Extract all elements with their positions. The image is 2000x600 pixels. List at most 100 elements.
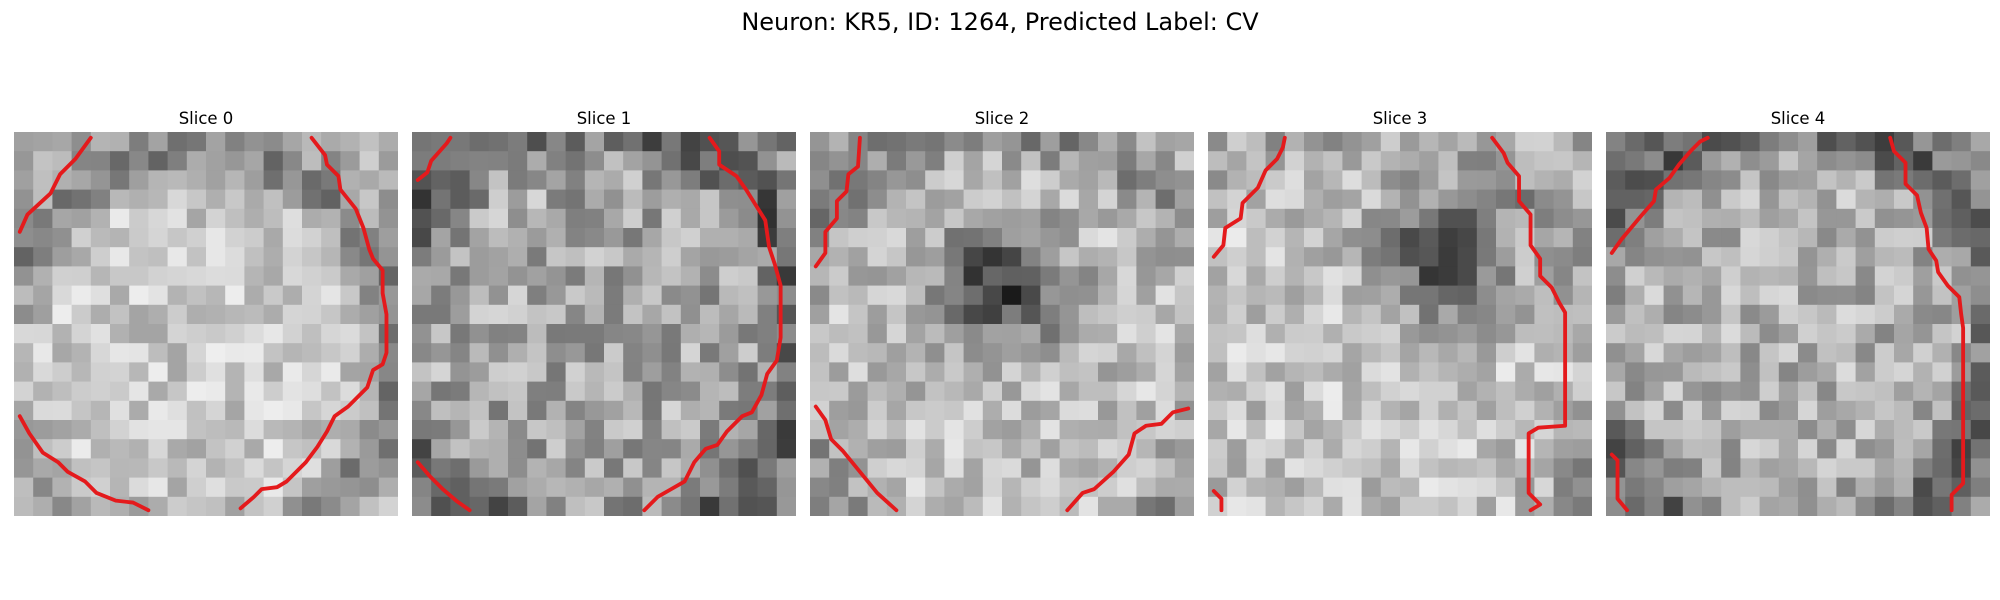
pixel: [1817, 151, 1837, 171]
pixel: [1836, 304, 1856, 325]
pixel: [1059, 381, 1080, 402]
pixel: [1021, 324, 1041, 344]
pixel: [829, 458, 849, 478]
pixel: [963, 420, 984, 440]
pixel: [186, 208, 207, 229]
pixel: [488, 132, 509, 152]
pixel: [1644, 228, 1664, 248]
pixel: [378, 228, 398, 248]
pixel: [810, 170, 830, 190]
pixel: [1323, 439, 1343, 459]
pixel: [1534, 228, 1554, 248]
pixel: [527, 381, 547, 402]
pixel: [1040, 343, 1060, 363]
pixel: [757, 132, 778, 152]
pixel: [206, 362, 226, 382]
pixel: [982, 132, 1003, 152]
pixel: [1970, 247, 1990, 267]
pixel: [680, 324, 701, 344]
pixel: [1572, 247, 1592, 267]
pixel: [776, 477, 796, 498]
pixel: [1117, 189, 1137, 210]
pixel: [508, 170, 528, 190]
pixel: [1342, 439, 1362, 459]
pixel: [488, 228, 509, 248]
pixel: [450, 247, 470, 267]
pixel: [1419, 496, 1439, 516]
pixel: [1059, 285, 1080, 306]
pixel: [1040, 420, 1060, 440]
pixel: [90, 285, 111, 306]
pixel: [378, 496, 398, 516]
pixel: [527, 420, 547, 440]
pixel: [450, 189, 470, 210]
pixel: [167, 304, 188, 325]
pixel: [1682, 170, 1703, 190]
pixel: [925, 266, 945, 286]
pixel: [623, 324, 643, 344]
pixel: [1606, 381, 1626, 402]
pixel: [1855, 400, 1876, 421]
pixel: [244, 362, 264, 382]
pixel: [1932, 400, 1952, 421]
pixel: [1970, 343, 1990, 363]
pixel: [1855, 439, 1876, 459]
pixel: [1702, 324, 1722, 344]
pixel: [1553, 496, 1574, 516]
pixel: [1021, 439, 1041, 459]
pixel: [1227, 228, 1247, 248]
pixel: [642, 151, 662, 171]
pixel: [148, 132, 168, 152]
pixel: [52, 266, 72, 286]
pixel: [886, 324, 907, 344]
pixel: [1874, 343, 1895, 363]
pixel: [906, 400, 926, 421]
pixel: [263, 228, 284, 248]
pixel: [1913, 324, 1933, 344]
pixel: [206, 381, 226, 402]
pixel: [1323, 228, 1343, 248]
pixel: [1644, 381, 1664, 402]
pixel: [469, 458, 490, 478]
pixel: [508, 228, 528, 248]
pixel: [1836, 266, 1856, 286]
pixel: [829, 266, 849, 286]
pixel: [867, 266, 888, 286]
pixel: [33, 151, 53, 171]
pixel: [1855, 151, 1876, 171]
pixel: [1021, 362, 1041, 382]
pixel: [282, 343, 303, 363]
pixel: [1174, 151, 1194, 171]
pixel: [1246, 343, 1266, 363]
pixel: [1740, 381, 1760, 402]
pixel: [1361, 343, 1382, 363]
pixel: [1419, 228, 1439, 248]
pixel: [1855, 420, 1876, 440]
pixel: [340, 362, 360, 382]
pixel: [71, 400, 92, 421]
pixel: [469, 208, 490, 229]
pixel: [1932, 170, 1952, 190]
pixel: [1078, 228, 1099, 248]
pixel: [867, 170, 888, 190]
pixel: [1855, 324, 1876, 344]
pixel: [1874, 170, 1895, 190]
pixel: [1265, 304, 1286, 325]
pixel: [1874, 477, 1895, 498]
pixel: [700, 477, 720, 498]
pixel: [1970, 266, 1990, 286]
pixel: [1457, 496, 1478, 516]
pixel: [719, 400, 739, 421]
pixel: [412, 439, 432, 459]
pixel: [1227, 496, 1247, 516]
pixel: [71, 247, 92, 267]
pixel: [1323, 170, 1343, 190]
pixel: [1078, 439, 1099, 459]
pixel: [642, 132, 662, 152]
pixel: [1572, 362, 1592, 382]
pixel: [148, 324, 168, 344]
pixel: [1265, 228, 1286, 248]
pixel: [546, 170, 566, 190]
pixel: [1663, 189, 1684, 210]
pixel: [412, 324, 432, 344]
